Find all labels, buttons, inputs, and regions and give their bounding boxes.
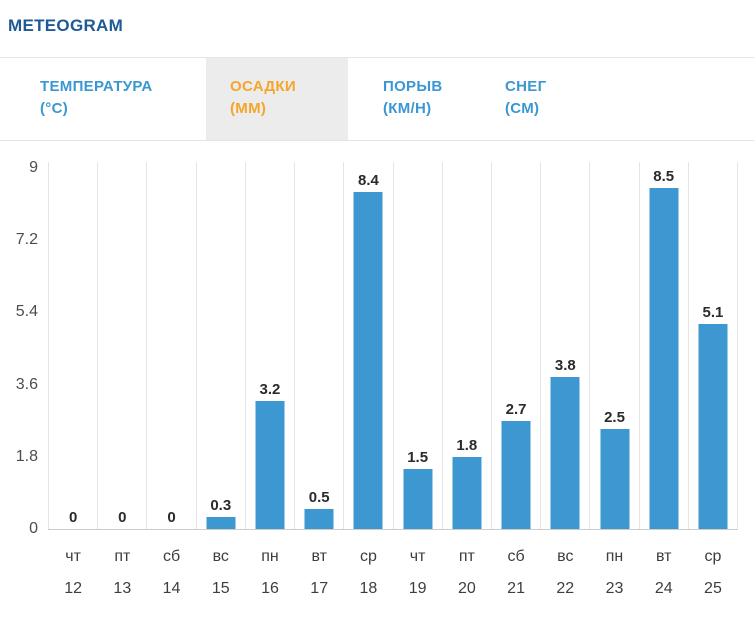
x-date-label: 25: [704, 580, 722, 597]
x-date-label: 21: [507, 580, 525, 597]
bar: [501, 420, 531, 529]
chart-column: 0.3 вс 15: [195, 162, 245, 597]
tab-label-line1: СНЕГ: [505, 78, 547, 95]
bar-value-label: 8.5: [653, 168, 675, 186]
x-day-label: сб: [162, 548, 181, 565]
tab-snow[interactable]: СНЕГ (СМ): [480, 58, 620, 140]
x-day-label: ср: [704, 548, 722, 565]
tab-gust[interactable]: ПОРЫВ (КМ/Н): [348, 58, 480, 140]
bar: [206, 516, 236, 529]
bar-value-label: 3.2: [259, 380, 281, 398]
x-date-label: 18: [359, 580, 378, 597]
tab-label-line2: (СМ): [505, 100, 540, 117]
x-date-label: 15: [211, 580, 230, 597]
chart-column: 5.1 ср 25: [687, 162, 739, 597]
bar-value-label: 1.5: [407, 448, 429, 466]
x-date-label: 19: [408, 580, 427, 597]
bar: [304, 508, 334, 529]
x-day-label: ср: [359, 548, 377, 565]
page-title: METEOGRAM: [8, 16, 124, 35]
tab-label-line2: (°C): [40, 100, 69, 117]
x-date-label: 12: [64, 580, 82, 597]
x-date-label: 13: [113, 580, 132, 597]
bar-value-label: 0: [167, 509, 176, 526]
bar-value-label: 1.8: [456, 436, 478, 454]
y-tick-label: 9: [29, 159, 38, 176]
bar-value-label: 2.5: [604, 408, 625, 426]
x-day-label: вс: [212, 548, 229, 565]
x-day-label: чт: [65, 548, 81, 565]
bar-value-label: 3.8: [554, 356, 576, 374]
x-day-label: вт: [311, 548, 327, 565]
bar-value-label: 0.3: [210, 496, 232, 514]
x-day-label: сб: [507, 548, 525, 565]
chart-column: 0 пт 13: [97, 162, 146, 597]
bar: [649, 188, 679, 529]
chart-column: 3.2 пн 16: [244, 162, 294, 597]
tab-label-line1: ОСАДКИ: [230, 78, 296, 95]
x-date-label: 16: [261, 580, 279, 597]
y-tick-label: 5.4: [15, 303, 38, 321]
bar-value-label: 0: [68, 509, 78, 526]
tab-precipitation[interactable]: ОСАДКИ (ММ): [206, 58, 348, 140]
x-day-label: чт: [409, 548, 426, 565]
bar: [403, 468, 433, 529]
y-axis: 9 7.2 5.4 3.6 1.8 0: [0, 159, 40, 537]
y-tick-label: 0: [29, 520, 38, 537]
bar: [255, 400, 285, 529]
x-date-label: 17: [310, 580, 329, 597]
x-day-label: пт: [458, 548, 475, 565]
x-date-label: 22: [556, 580, 575, 597]
x-date-label: 20: [457, 580, 476, 597]
tab-label-line2: (КМ/Н): [383, 100, 432, 117]
bar-value-label: 5.1: [702, 304, 724, 322]
chart-column: 0.5 вт 17: [294, 162, 343, 597]
bar-value-label: 2.7: [505, 400, 527, 418]
x-day-label: пт: [114, 548, 131, 565]
bar: [452, 456, 482, 529]
tab-label-line1: ПОРЫВ: [383, 78, 443, 95]
tab-label-line1: ТЕМПЕРАТУРА: [40, 78, 153, 95]
x-date-label: 14: [162, 580, 181, 597]
bar: [698, 324, 728, 529]
y-tick-label: 1.8: [15, 447, 38, 465]
x-day-label: вт: [655, 548, 672, 565]
tab-temperature[interactable]: ТЕМПЕРАТУРА (°C): [0, 58, 206, 140]
y-tick-label: 3.6: [15, 375, 38, 393]
chart-column: 3.8 вс 22: [540, 162, 589, 597]
plot-area: 0 чт 12 0 пт 13 0 сб 14 0.3 вс 15 3.2 пн 16 0.5 вт 17 8.4 с…: [48, 162, 739, 597]
x-day-label: вс: [557, 548, 574, 565]
chart-column: 2.7 сб 21: [490, 162, 540, 597]
x-day-label: пн: [261, 548, 279, 565]
chart-column: 1.5 чт 19: [392, 162, 442, 597]
bar-value-label: 0.5: [308, 488, 330, 506]
x-date-label: 24: [654, 580, 673, 597]
chart-column: 8.5 вт 24: [638, 162, 688, 597]
tab-label-line2: (ММ): [230, 100, 267, 117]
x-date-label: 23: [605, 580, 624, 597]
y-tick-label: 7.2: [15, 231, 38, 249]
bar: [353, 192, 383, 529]
chart-column: 1.8 пт 20: [441, 162, 491, 597]
bar: [550, 376, 580, 529]
x-day-label: пн: [605, 548, 624, 565]
bar: [600, 428, 630, 529]
bar-value-label: 8.4: [357, 172, 379, 190]
chart-column: 2.5 пн 23: [589, 162, 638, 597]
tab-bar: ТЕМПЕРАТУРА (°C) ОСАДКИ (ММ) ПОРЫВ (КМ/Н) СНЕГ…: [0, 57, 754, 141]
bar-value-label: 0: [118, 509, 127, 526]
chart-column: 8.4 ср 18: [343, 162, 392, 597]
chart-column: 0 чт 12: [48, 162, 97, 597]
chart-column: 0 сб 14: [146, 162, 195, 597]
